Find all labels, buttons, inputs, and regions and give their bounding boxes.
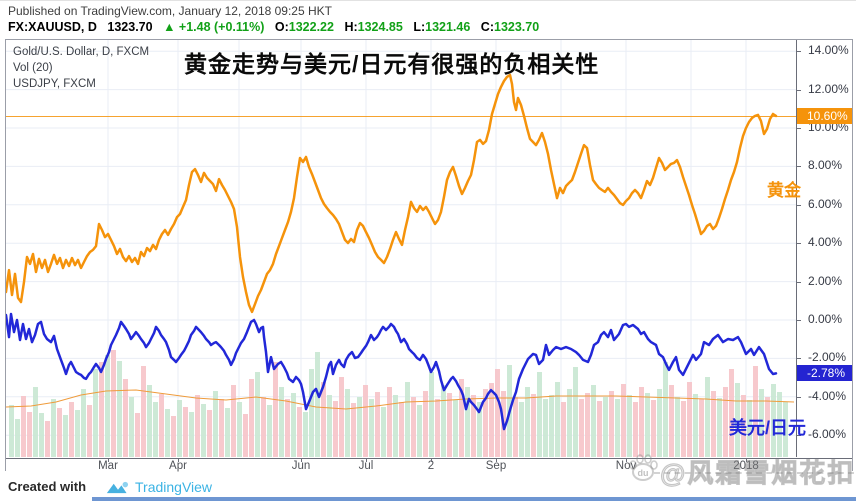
time-tick-label: Jun	[279, 459, 323, 472]
price-tick-label: 12.00%	[797, 82, 852, 96]
price-tick-label: 14.00%	[797, 43, 852, 57]
low-label: L:	[413, 20, 426, 34]
price-change: ▲ +1.48 (+0.11%)	[163, 20, 265, 34]
high-label: H:	[344, 20, 358, 34]
price-tick-label: -6.00%	[797, 427, 852, 441]
time-tick-label: Mar	[86, 459, 130, 472]
plot-area[interactable]: Gold/U.S. Dollar, D, FXCM Vol (20) USDJP…	[6, 40, 796, 457]
created-with-text: Created with	[8, 479, 87, 494]
price-tick-label: -4.00%	[797, 389, 852, 403]
legend: Gold/U.S. Dollar, D, FXCM Vol (20) USDJP…	[13, 44, 149, 92]
usdjpy-last-price-badge: -2.78%	[797, 365, 852, 382]
symbol-name: FX:XAUUSD, D	[8, 20, 97, 34]
time-tick-label: Nov	[604, 459, 648, 472]
price-tick-label: 4.00%	[797, 235, 852, 249]
price-tick-label: 6.00%	[797, 197, 852, 211]
chart-widget: Gold/U.S. Dollar, D, FXCM Vol (20) USDJP…	[5, 39, 853, 472]
low-value: 1321.46	[425, 20, 471, 34]
open-value: 1322.22	[288, 20, 334, 34]
price-tick-label: -2.00%	[797, 350, 852, 364]
time-tick-label: Sep	[474, 459, 518, 472]
time-tick-label: Apr	[156, 459, 200, 472]
last-price: 1323.70	[107, 20, 153, 34]
price-tick-label: 2.00%	[797, 274, 852, 288]
time-tick-label: 2	[409, 459, 453, 472]
legend-volume[interactable]: Vol (20)	[13, 62, 53, 74]
price-tick-label: 0.00%	[797, 312, 852, 326]
symbol-ohlc-bar: FX:XAUUSD, D 1323.70 ▲ +1.48 (+0.11%) O:…	[8, 20, 539, 34]
high-value: 1324.85	[357, 20, 403, 34]
price-tick-label: 8.00%	[797, 158, 852, 172]
bottom-page-edge	[92, 497, 856, 501]
chart-annotation-title: 黄金走势与美元/日元有很强的负相关性	[184, 51, 600, 77]
time-axis[interactable]: Mar Apr Jun Jul 2 Sep Nov 2018	[6, 458, 852, 472]
time-tick-label: 2018	[724, 459, 768, 472]
gold-series-label: 黄金	[767, 181, 801, 200]
usdjpy-series-label: 美元/日元	[729, 418, 807, 438]
close-label: C:	[480, 20, 494, 34]
tradingview-logo-icon	[106, 481, 129, 494]
legend-symbol-gold[interactable]: Gold/U.S. Dollar, D, FXCM	[13, 46, 150, 58]
close-value: 1323.70	[494, 20, 540, 34]
price-chart-canvas[interactable]	[6, 40, 796, 457]
published-timestamp: Published on TradingView.com, January 12…	[8, 4, 332, 18]
legend-symbol-usdjpy[interactable]: USDJPY, FXCM	[13, 78, 96, 90]
tradingview-brand-link[interactable]: TradingView	[135, 479, 213, 495]
gold-last-price-badge: 10.60%	[797, 108, 852, 125]
time-tick-label: Jul	[344, 459, 388, 472]
open-label: O:	[274, 20, 289, 34]
watermark-dashed-line	[654, 472, 854, 474]
price-axis[interactable]: 10.60% -2.78% 14.00% 12.00% 10.00% 8.00% 6.0…	[796, 40, 852, 457]
